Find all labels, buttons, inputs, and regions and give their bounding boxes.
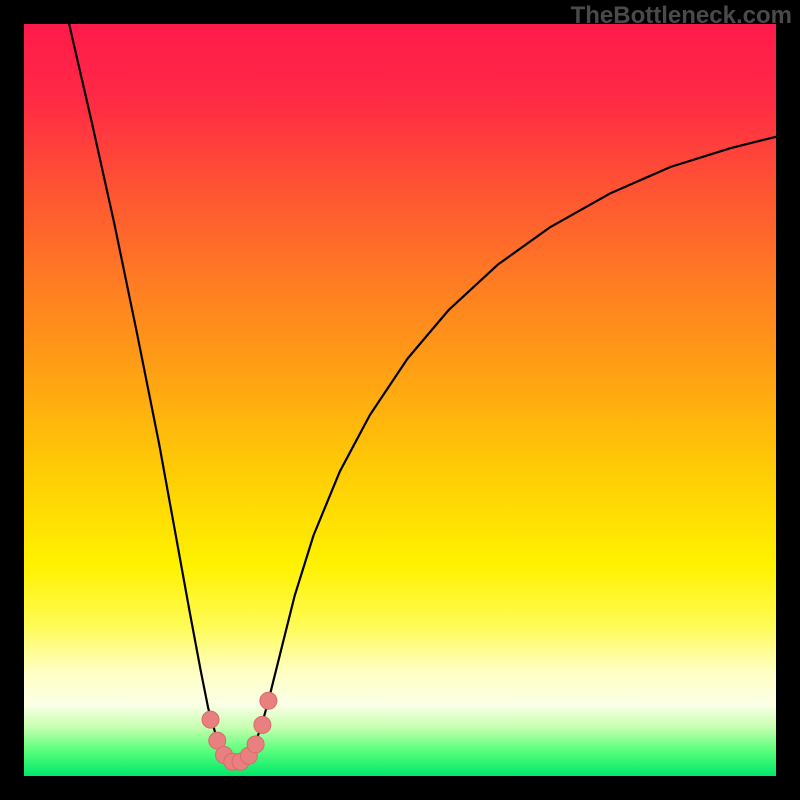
curve-marker: [254, 716, 271, 733]
curve-marker: [202, 711, 219, 728]
chart-background: [24, 24, 776, 776]
chart-container: TheBottleneck.com: [0, 0, 800, 800]
curve-marker: [260, 692, 277, 709]
watermark-text: TheBottleneck.com: [571, 2, 792, 30]
curve-marker: [247, 736, 264, 753]
bottleneck-chart: [0, 0, 800, 800]
